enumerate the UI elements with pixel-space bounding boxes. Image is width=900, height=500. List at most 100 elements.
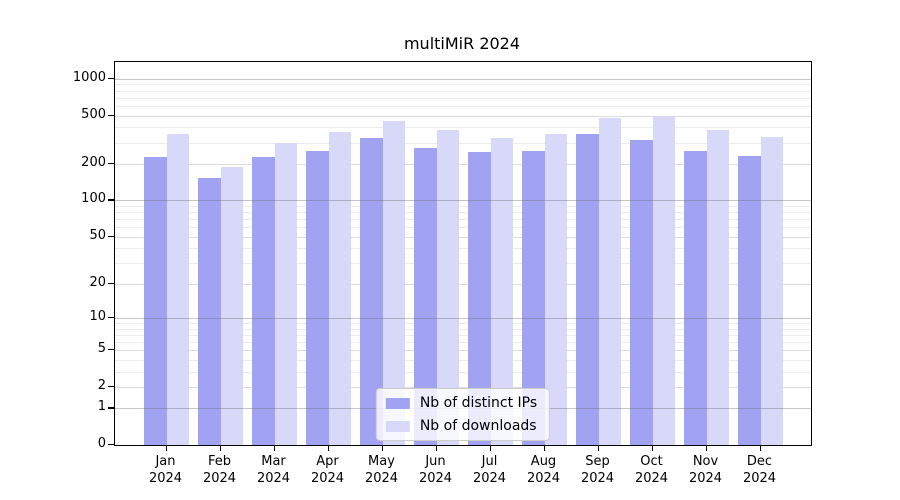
x-axis-label-aug: Aug 2024 bbox=[526, 454, 561, 486]
y-axis-tick-0 bbox=[108, 444, 114, 446]
bar-downloads-aug bbox=[544, 133, 567, 445]
y-axis-label-200: 200 bbox=[81, 154, 106, 170]
y-axis-label-1: 1 bbox=[97, 399, 106, 415]
gridline-y-2 bbox=[115, 386, 811, 388]
gridline-y-100 bbox=[115, 200, 811, 202]
gridline-y-90 bbox=[115, 205, 811, 207]
x-axis-label-nov: Nov 2024 bbox=[688, 454, 723, 486]
x-axis-tick-mar bbox=[273, 445, 275, 451]
bar-downloads-apr bbox=[328, 132, 351, 445]
y-axis-label-500: 500 bbox=[81, 106, 106, 122]
x-axis-tick-jan bbox=[165, 445, 167, 451]
y-axis-label-20: 20 bbox=[89, 274, 106, 290]
gridline-y-400 bbox=[115, 127, 811, 129]
x-axis-label-jun: Jun 2024 bbox=[418, 454, 453, 486]
gridline-y-5 bbox=[115, 350, 811, 351]
legend-swatch-downloads bbox=[385, 420, 410, 432]
gridline-y-20 bbox=[115, 283, 811, 285]
legend-label-distinct-ips: Nb of distinct IPs bbox=[419, 395, 538, 411]
x-axis-label-feb: Feb 2024 bbox=[202, 454, 237, 486]
gridline-y-600 bbox=[115, 105, 811, 107]
gridline-y-200 bbox=[115, 163, 811, 165]
gridline-y-8 bbox=[115, 328, 811, 330]
y-axis-label-0: 0 bbox=[97, 436, 106, 451]
y-axis-tick-100 bbox=[108, 199, 114, 201]
x-axis-label-jul: Jul 2024 bbox=[472, 454, 507, 486]
gridline-y-40 bbox=[115, 248, 811, 250]
bar-distinct-ips-jun bbox=[414, 147, 437, 445]
legend-label-downloads: Nb of downloads bbox=[419, 418, 537, 434]
bar-downloads-nov bbox=[706, 130, 729, 445]
bar-downloads-sep bbox=[598, 117, 621, 445]
gridline-y-10 bbox=[115, 317, 811, 319]
bar-distinct-ips-oct bbox=[630, 139, 653, 445]
bar-downloads-jan bbox=[166, 133, 189, 445]
x-axis-tick-oct bbox=[651, 445, 653, 451]
gridline-y-300 bbox=[115, 142, 811, 144]
bar-distinct-ips-nov bbox=[684, 150, 707, 445]
y-axis-label-2: 2 bbox=[97, 377, 106, 393]
gridline-y-6 bbox=[115, 341, 811, 343]
gridline-y-60 bbox=[115, 227, 811, 229]
gridline-y-50 bbox=[115, 236, 811, 238]
x-axis-tick-jul bbox=[489, 445, 491, 451]
bar-downloads-jul bbox=[490, 138, 513, 445]
y-axis-label-1000: 1000 bbox=[72, 69, 106, 85]
x-axis-label-dec: Dec 2024 bbox=[742, 454, 777, 486]
y-axis-tick-50 bbox=[108, 235, 114, 237]
bar-distinct-ips-jan bbox=[144, 156, 167, 445]
gridline-y-3 bbox=[115, 371, 811, 373]
legend-item-distinct-ips: Nb of distinct IPs bbox=[385, 395, 538, 411]
plot-area: Nb of distinct IPs Nb of downloads bbox=[114, 61, 812, 446]
gridline-y-800 bbox=[115, 90, 811, 92]
y-axis-tick-20 bbox=[108, 282, 114, 285]
gridline-y-900 bbox=[115, 84, 811, 86]
x-axis-tick-dec bbox=[759, 445, 761, 451]
y-axis-label-5: 5 bbox=[97, 341, 106, 356]
y-axis-label-10: 10 bbox=[89, 308, 106, 324]
bar-distinct-ips-apr bbox=[306, 151, 329, 445]
y-axis-tick-200 bbox=[108, 162, 114, 165]
bar-distinct-ips-dec bbox=[738, 156, 761, 445]
bar-distinct-ips-sep bbox=[576, 133, 599, 445]
gridline-y-70 bbox=[115, 219, 811, 221]
gridline-y-7 bbox=[115, 334, 811, 336]
x-axis-label-sep: Sep 2024 bbox=[580, 454, 615, 486]
legend: Nb of distinct IPs Nb of downloads bbox=[375, 388, 551, 441]
bar-distinct-ips-jul bbox=[468, 152, 491, 445]
x-axis-tick-apr bbox=[327, 445, 329, 451]
y-axis-tick-10 bbox=[108, 316, 114, 319]
gridline-y-1000 bbox=[115, 78, 811, 80]
bar-distinct-ips-feb bbox=[198, 178, 221, 445]
legend-item-downloads: Nb of downloads bbox=[385, 418, 537, 434]
x-axis-tick-aug bbox=[543, 445, 545, 451]
gridline-y-4 bbox=[115, 359, 811, 361]
bar-downloads-dec bbox=[760, 137, 783, 445]
bar-distinct-ips-mar bbox=[252, 156, 275, 445]
y-axis-label-100: 100 bbox=[81, 191, 106, 207]
x-axis-tick-nov bbox=[705, 445, 707, 451]
gridline-y-30 bbox=[115, 263, 811, 264]
bar-downloads-may bbox=[382, 121, 405, 445]
bar-distinct-ips-may bbox=[360, 137, 383, 445]
y-axis-label-50: 50 bbox=[89, 227, 106, 243]
gridline-y-80 bbox=[115, 212, 811, 214]
x-axis-label-may: May 2024 bbox=[364, 454, 399, 486]
gridline-y-700 bbox=[115, 97, 811, 99]
x-axis-tick-feb bbox=[219, 445, 221, 451]
y-axis-tick-1000 bbox=[108, 77, 114, 80]
bar-downloads-mar bbox=[274, 143, 297, 445]
x-axis-label-mar: Mar 2024 bbox=[256, 454, 291, 486]
x-axis-tick-jun bbox=[435, 445, 437, 451]
bar-distinct-ips-aug bbox=[522, 151, 545, 445]
x-axis-label-oct: Oct 2024 bbox=[634, 454, 669, 486]
y-axis-tick-2 bbox=[108, 385, 114, 388]
gridline-y-9 bbox=[115, 323, 811, 324]
x-axis-label-apr: Apr 2024 bbox=[310, 454, 345, 486]
y-axis-tick-5 bbox=[108, 349, 114, 351]
gridline-y-500 bbox=[115, 115, 811, 117]
y-axis-tick-1 bbox=[108, 407, 114, 409]
bar-downloads-jun bbox=[436, 130, 459, 445]
legend-swatch-distinct-ips bbox=[385, 397, 410, 409]
